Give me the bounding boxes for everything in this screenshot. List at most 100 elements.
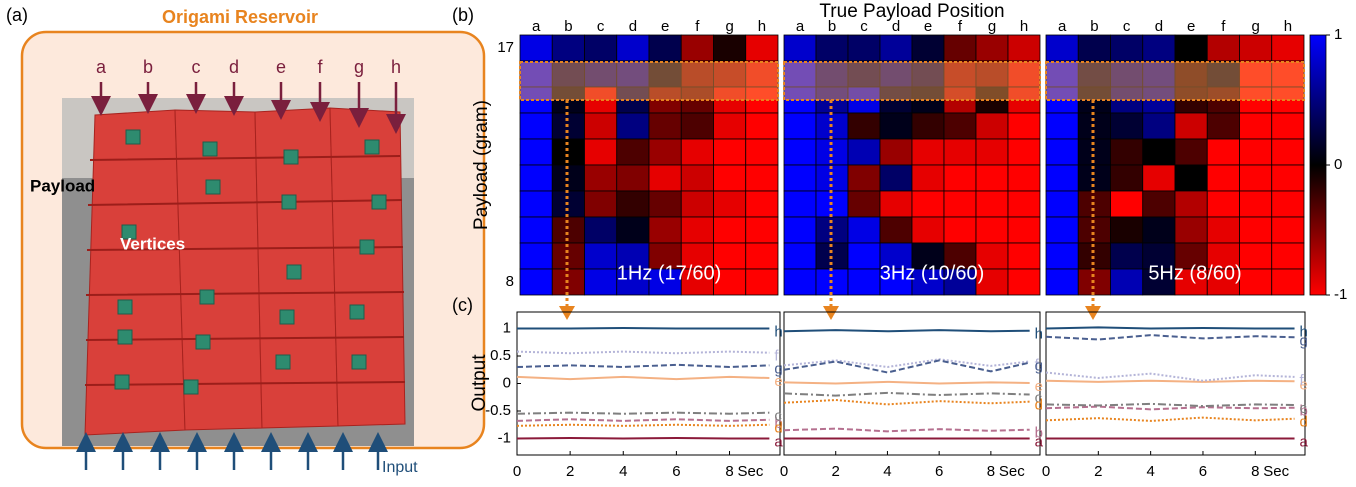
heatmap-cell (911, 164, 945, 192)
heatmap-cell (1110, 164, 1144, 192)
plot-frame (783, 311, 1041, 456)
heatmap-cell (680, 138, 714, 166)
series-label: d (1035, 397, 1043, 414)
position-label: h (391, 57, 401, 77)
x-tick-label: 6 (935, 463, 943, 480)
heatmap-cell (1271, 34, 1305, 62)
series-line (1045, 326, 1295, 330)
heatmap-cell (713, 242, 747, 270)
heatmap-cell (879, 164, 913, 192)
y-tick-label: 0 (503, 374, 511, 391)
heatmap-cell (680, 268, 714, 296)
heatmap-cell (943, 60, 977, 88)
series-label: b (1300, 403, 1308, 420)
heatmap-cell (847, 112, 881, 140)
heatmap-cell (648, 164, 682, 192)
heatmap-cell (616, 164, 650, 192)
y-tick-label: -1 (498, 429, 511, 446)
series-line (1045, 405, 1295, 411)
series-label: f (1035, 356, 1040, 373)
y-tick-label: 0.5 (490, 347, 511, 364)
heatmap-cell (1110, 216, 1144, 244)
heatmap-cell (551, 34, 585, 62)
heatmap-cell (783, 112, 817, 140)
heatmap-cell (745, 112, 779, 140)
heatmap-cell (975, 34, 1009, 62)
x-tick-label: b (564, 18, 572, 35)
series-line (516, 423, 770, 427)
series-label: a (774, 433, 783, 450)
origami-column (329, 107, 406, 427)
series-line (1045, 416, 1295, 422)
heatmap-cell (1007, 216, 1041, 244)
series-line (516, 350, 770, 355)
origami (84, 107, 406, 436)
heatmap-cell (648, 268, 682, 296)
heatmap-cell (616, 242, 650, 270)
x-tick-label: e (1187, 18, 1195, 35)
heatmap-title: 3Hz (10/60) (880, 262, 985, 284)
heatmap-cell (713, 216, 747, 244)
heatmap-cell (1239, 242, 1273, 270)
series-line (783, 398, 1030, 406)
heatmap-cell (943, 216, 977, 244)
heatmap-cell (847, 216, 881, 244)
heatmap-cell (847, 190, 881, 218)
heatmap-cell (1045, 138, 1079, 166)
series-label: b (1035, 425, 1043, 442)
heatmap-cell (680, 34, 714, 62)
heatmap-cell (616, 190, 650, 218)
heatmap-cell (584, 190, 618, 218)
heatmap-cell (745, 34, 779, 62)
x-title: True Payload Position (819, 1, 1004, 22)
heatmap-cell (1110, 138, 1144, 166)
heatmap-cell (616, 112, 650, 140)
series-line (516, 418, 770, 422)
heatmap-cell (680, 216, 714, 244)
heatmap-cell (648, 34, 682, 62)
heatmap-cell (1045, 216, 1079, 244)
x-tick-label: 4 (883, 463, 891, 480)
series-label: a (1300, 433, 1309, 450)
series-label: e (1300, 376, 1308, 393)
heatmap-cell (847, 164, 881, 192)
heatmap-cell (680, 60, 714, 88)
link-arrow-head (559, 306, 575, 320)
x-tick-label: d (629, 18, 637, 35)
x-tick-label: b (1090, 18, 1098, 35)
heatmap-cell (911, 34, 945, 62)
heatmap-cell (911, 216, 945, 244)
heatmap-cell (1142, 34, 1176, 62)
heatmap-cell (1045, 164, 1079, 192)
x-tick-label: 4 (619, 463, 627, 480)
heatmap-cell (1174, 34, 1208, 62)
series-line (1045, 379, 1295, 383)
heatmap-cell (745, 268, 779, 296)
heatmap-cell (975, 216, 1009, 244)
x-tick-label: h (1284, 18, 1292, 35)
heatmap-cell (1007, 190, 1041, 218)
y-title: Output (469, 354, 490, 412)
x-tick-label: h (758, 18, 766, 35)
heatmap-cell (1239, 164, 1273, 192)
heatmap-cell (648, 242, 682, 270)
x-tick-label: 8 (725, 463, 733, 480)
heatmap-cell (648, 138, 682, 166)
position-label: e (276, 57, 286, 77)
heatmap-cell (943, 34, 977, 62)
colorbar-tick-label: 0 (1334, 156, 1342, 173)
heatmap-cell (713, 190, 747, 218)
heatmap-cell (847, 268, 881, 296)
heatmap-cell (616, 268, 650, 296)
heatmap-cell (584, 34, 618, 62)
heatmap-cell (519, 138, 553, 166)
panel-label: (c) (452, 295, 473, 315)
heatmap-cell (745, 60, 779, 88)
heatmap-cell (975, 268, 1009, 296)
heatmap-cell (616, 34, 650, 62)
heatmap-cell (1110, 268, 1144, 296)
y-tick-label: -0.5 (485, 402, 511, 419)
heatmap-cell (943, 138, 977, 166)
heatmap-cell (1045, 242, 1079, 270)
position-label: c (192, 57, 201, 77)
